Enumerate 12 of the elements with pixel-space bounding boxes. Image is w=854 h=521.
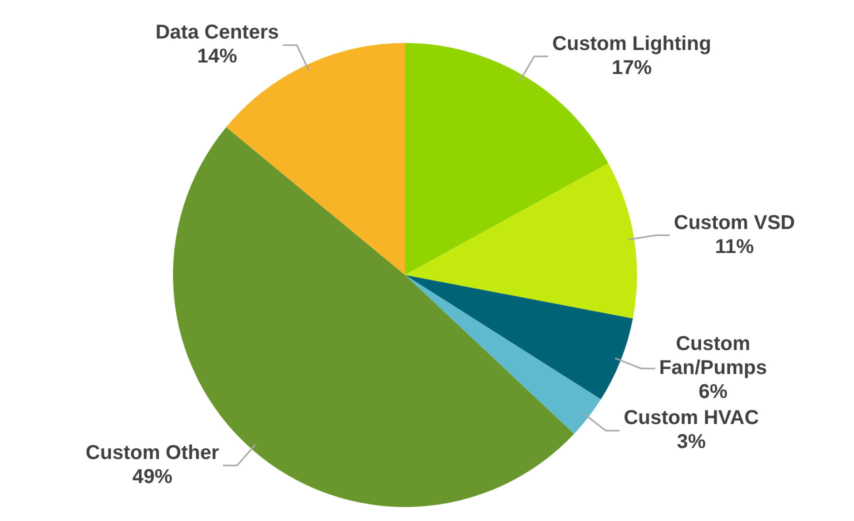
slice-label: Custom Other — [86, 442, 220, 464]
data-label: 17% — [612, 56, 652, 79]
slice-label: Custom HVAC — [624, 407, 759, 430]
slice-label: Custom Lighting — [552, 32, 712, 55]
data-label: 11% — [714, 236, 754, 258]
data-label: 14% — [197, 46, 238, 68]
data-label: 3% — [676, 431, 706, 454]
slice-label: Custom Fan/Pumps — [659, 333, 767, 380]
data-label: 6% — [698, 381, 728, 404]
data-label: 49% — [132, 466, 173, 488]
slice-label: Data Centers — [155, 22, 279, 44]
slice-label: Custom VSD — [674, 212, 795, 234]
